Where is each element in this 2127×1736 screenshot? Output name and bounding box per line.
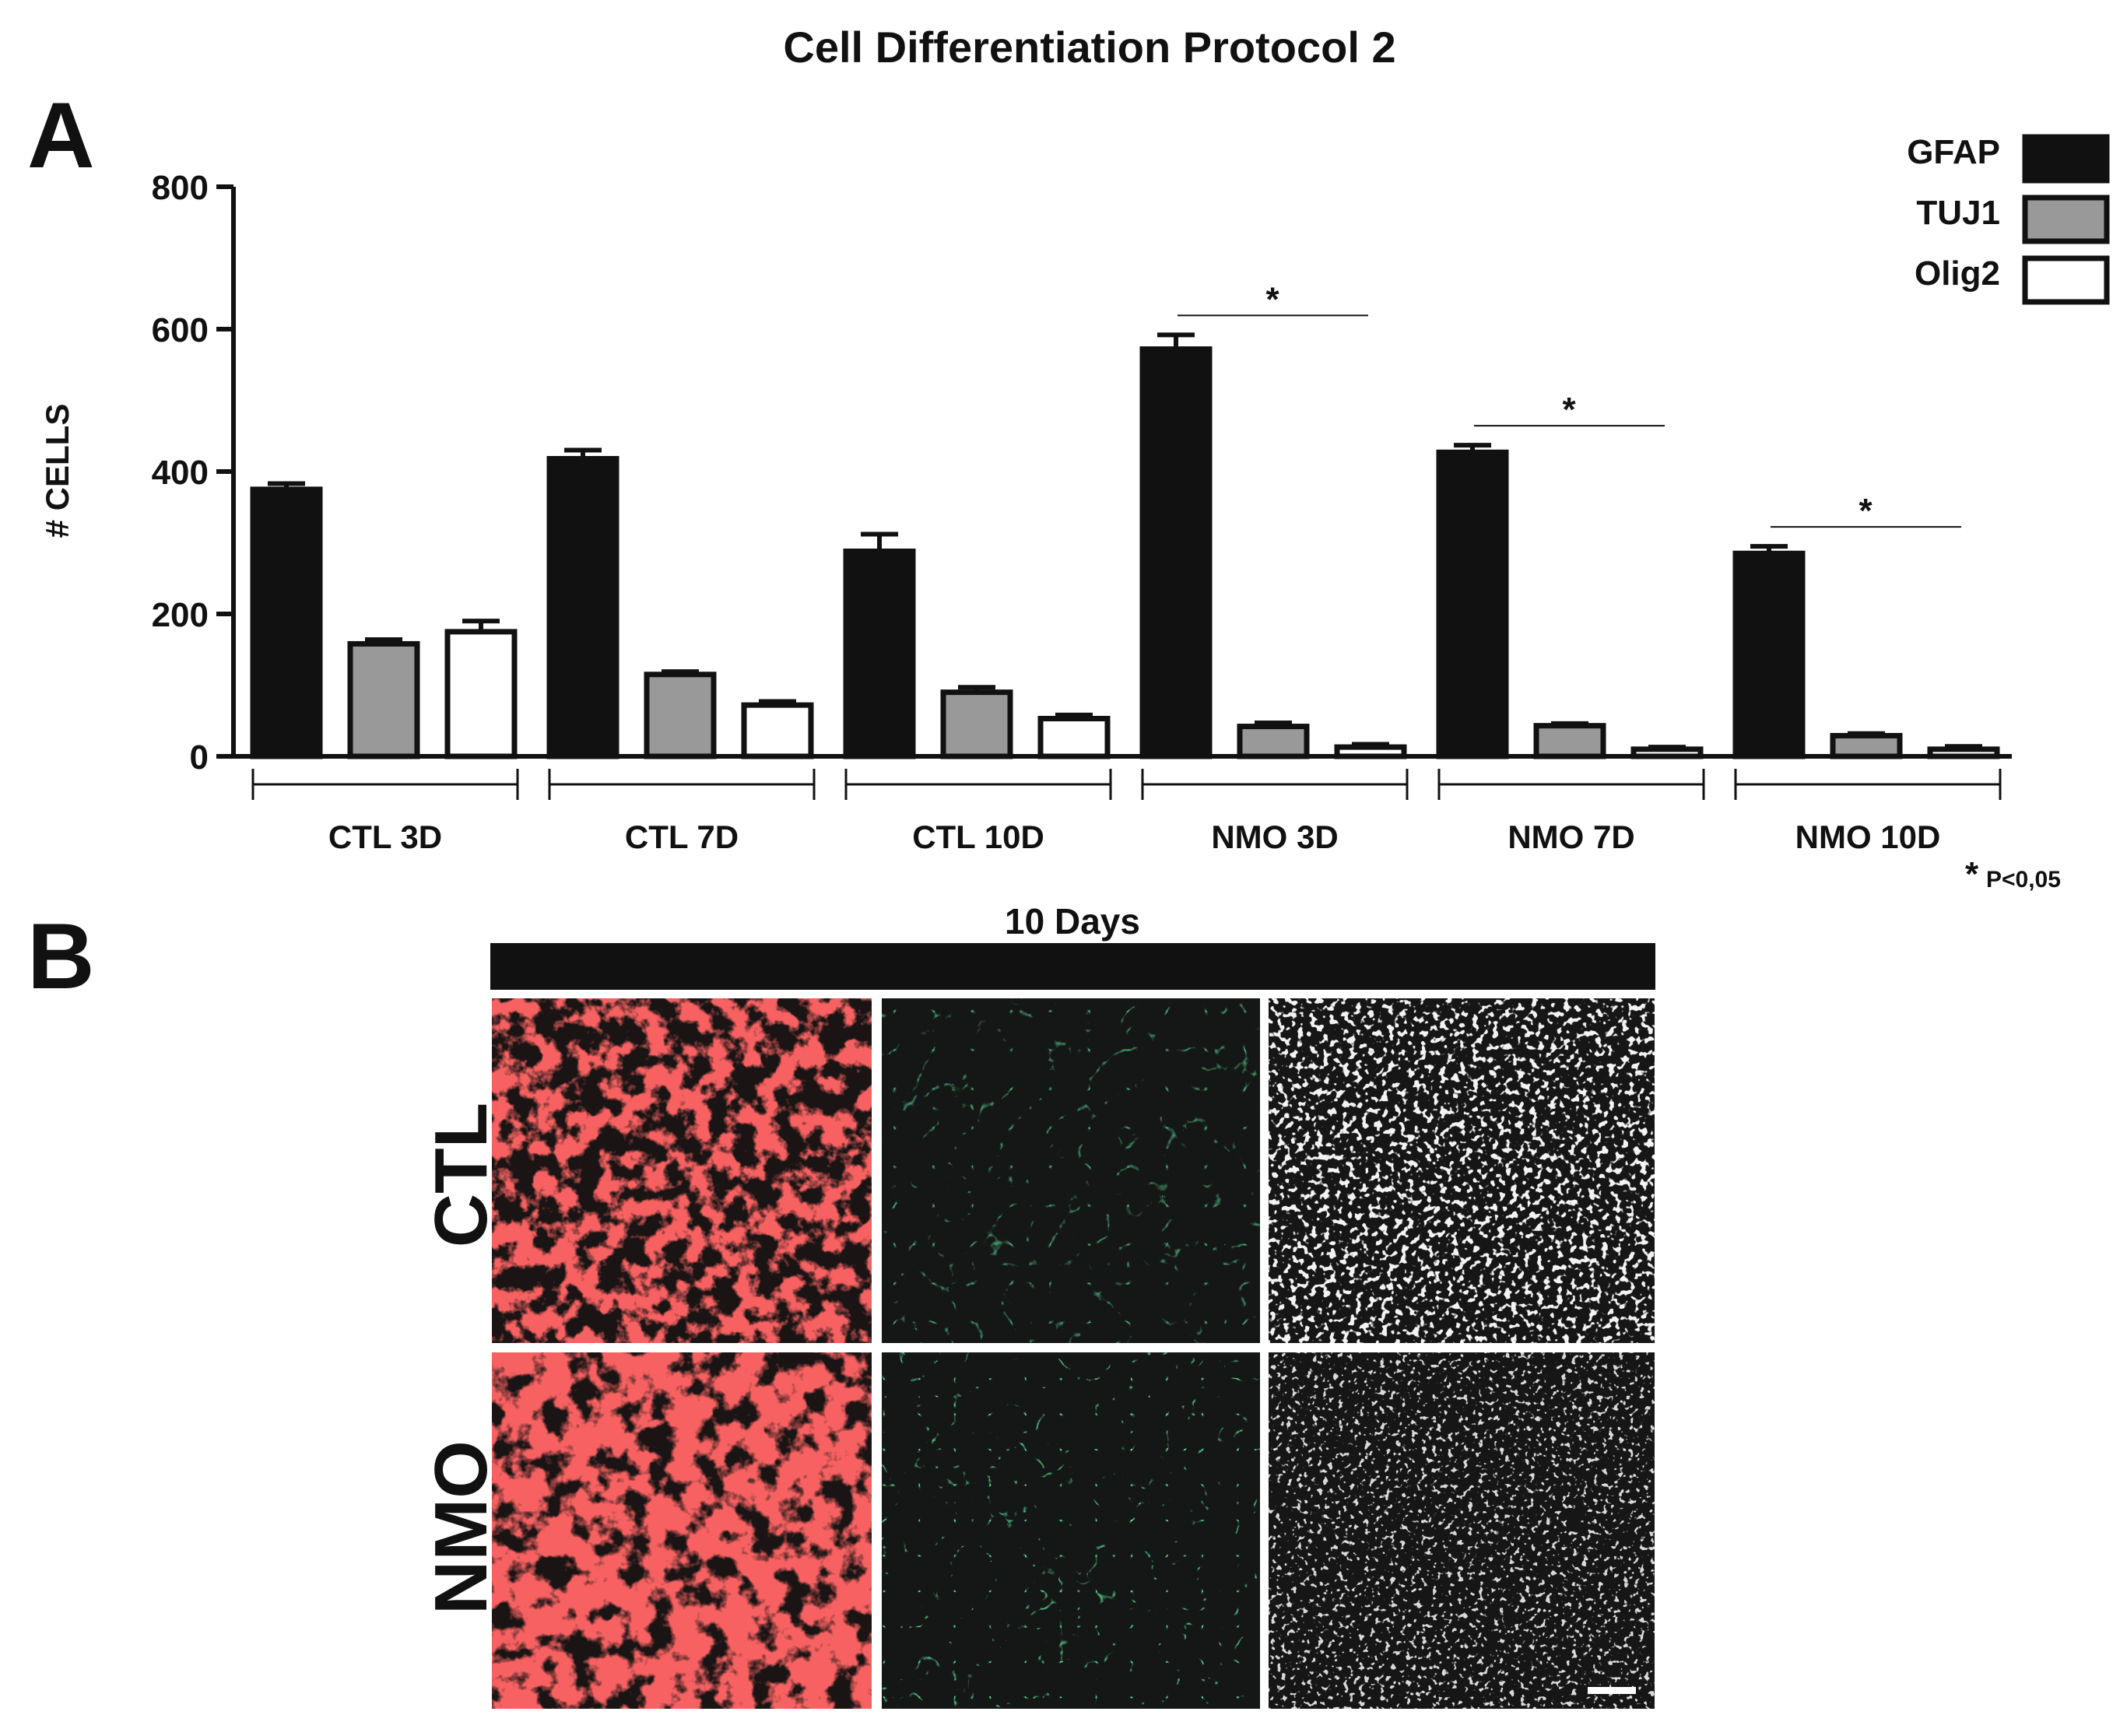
row-label-nmo: NMO — [419, 1440, 503, 1615]
x-axis-groups: CTL 3D CTL 7D CTL 10D NMO 3D NMO 7D NMO 10D — [251, 769, 2002, 855]
x-category-label: NMO 10D — [1795, 819, 1941, 855]
bar — [1533, 723, 1606, 759]
significance-star: * — [1858, 492, 1873, 530]
y-axis-label: # CELLS — [39, 404, 75, 538]
micrograph-nmo-tuj-signal — [882, 1352, 1260, 1709]
y-tick-label: 800 — [152, 169, 209, 207]
bar — [1334, 744, 1407, 759]
significance-star: * — [1265, 280, 1279, 318]
row-label-ctl: CTL — [419, 1103, 503, 1248]
legend-swatch — [2022, 134, 2110, 184]
micrograph-nmo-olig2-signal — [1269, 1352, 1655, 1709]
y-tick-label: 0 — [190, 738, 209, 777]
bar — [1830, 732, 1903, 759]
micrograph-ctl-olig2-signal — [1269, 998, 1655, 1343]
bar — [250, 486, 323, 759]
figure-title: Cell Differentiation Protocol 2 — [783, 23, 1395, 72]
panel-b-label: B — [27, 904, 95, 1008]
significance-footnote-star: * — [1965, 855, 1979, 893]
channel-label-olig2: OLIG2 — [1406, 949, 1508, 987]
channel-label-gfap: GFAP — [644, 949, 738, 987]
scale-bar — [1588, 1687, 1636, 1694]
micrograph-panel: 10 Days GFAP TUJ OLIG2 CTL NMO — [419, 901, 1655, 1709]
bar — [1436, 449, 1509, 759]
bar-chart: 0 200 400 600 800 CTL 3D CTL 7D CTL 10D NMO 3D N… — [39, 169, 2012, 855]
micrograph-nmo-gfap-signal — [492, 1352, 872, 1709]
channel-header-bar — [490, 943, 1655, 990]
micrograph-ctl-tuj-signal — [882, 998, 1260, 1343]
micrograph-ctl-gfap-signal — [492, 998, 872, 1343]
legend-label: GFAP — [1907, 133, 2000, 171]
y-tick-label: 400 — [152, 454, 209, 492]
bar — [1037, 716, 1111, 759]
y-tick-label: 200 — [152, 596, 209, 634]
bar — [444, 629, 518, 759]
legend-swatch — [2022, 195, 2110, 244]
bar — [644, 672, 717, 759]
x-category-label: CTL 10D — [912, 819, 1044, 855]
legend-label: TUJ1 — [1916, 194, 2000, 232]
bar — [1927, 746, 2000, 759]
x-category-label: CTL 7D — [625, 819, 739, 855]
bar — [1237, 724, 1310, 759]
x-category-label: CTL 3D — [328, 819, 442, 855]
bar — [741, 702, 814, 759]
y-tick-label: 600 — [152, 311, 209, 349]
panel-a-label: A — [27, 83, 95, 188]
legend: GFAP TUJ1 Olig2 — [1907, 133, 2110, 305]
bar — [1139, 346, 1213, 759]
significance-footnote: P<0,05 — [1986, 867, 2061, 893]
bar — [1630, 746, 1704, 759]
significance-markers: * * * — [1178, 280, 1961, 530]
legend-label: Olig2 — [1915, 254, 2000, 293]
bar — [1732, 550, 1806, 759]
x-category-label: NMO 7D — [1508, 819, 1634, 855]
panel-b-header: 10 Days — [1005, 901, 1140, 942]
channel-label-tuj: TUJ — [1040, 949, 1104, 987]
significance-star: * — [1562, 391, 1576, 429]
bars — [250, 332, 2000, 759]
bar — [347, 640, 420, 759]
y-axis: 0 200 400 600 800 — [152, 169, 2012, 777]
bar — [940, 689, 1013, 759]
legend-swatch — [2022, 255, 2110, 305]
bar — [843, 548, 916, 759]
x-category-label: NMO 3D — [1211, 819, 1338, 855]
bar — [546, 456, 619, 759]
